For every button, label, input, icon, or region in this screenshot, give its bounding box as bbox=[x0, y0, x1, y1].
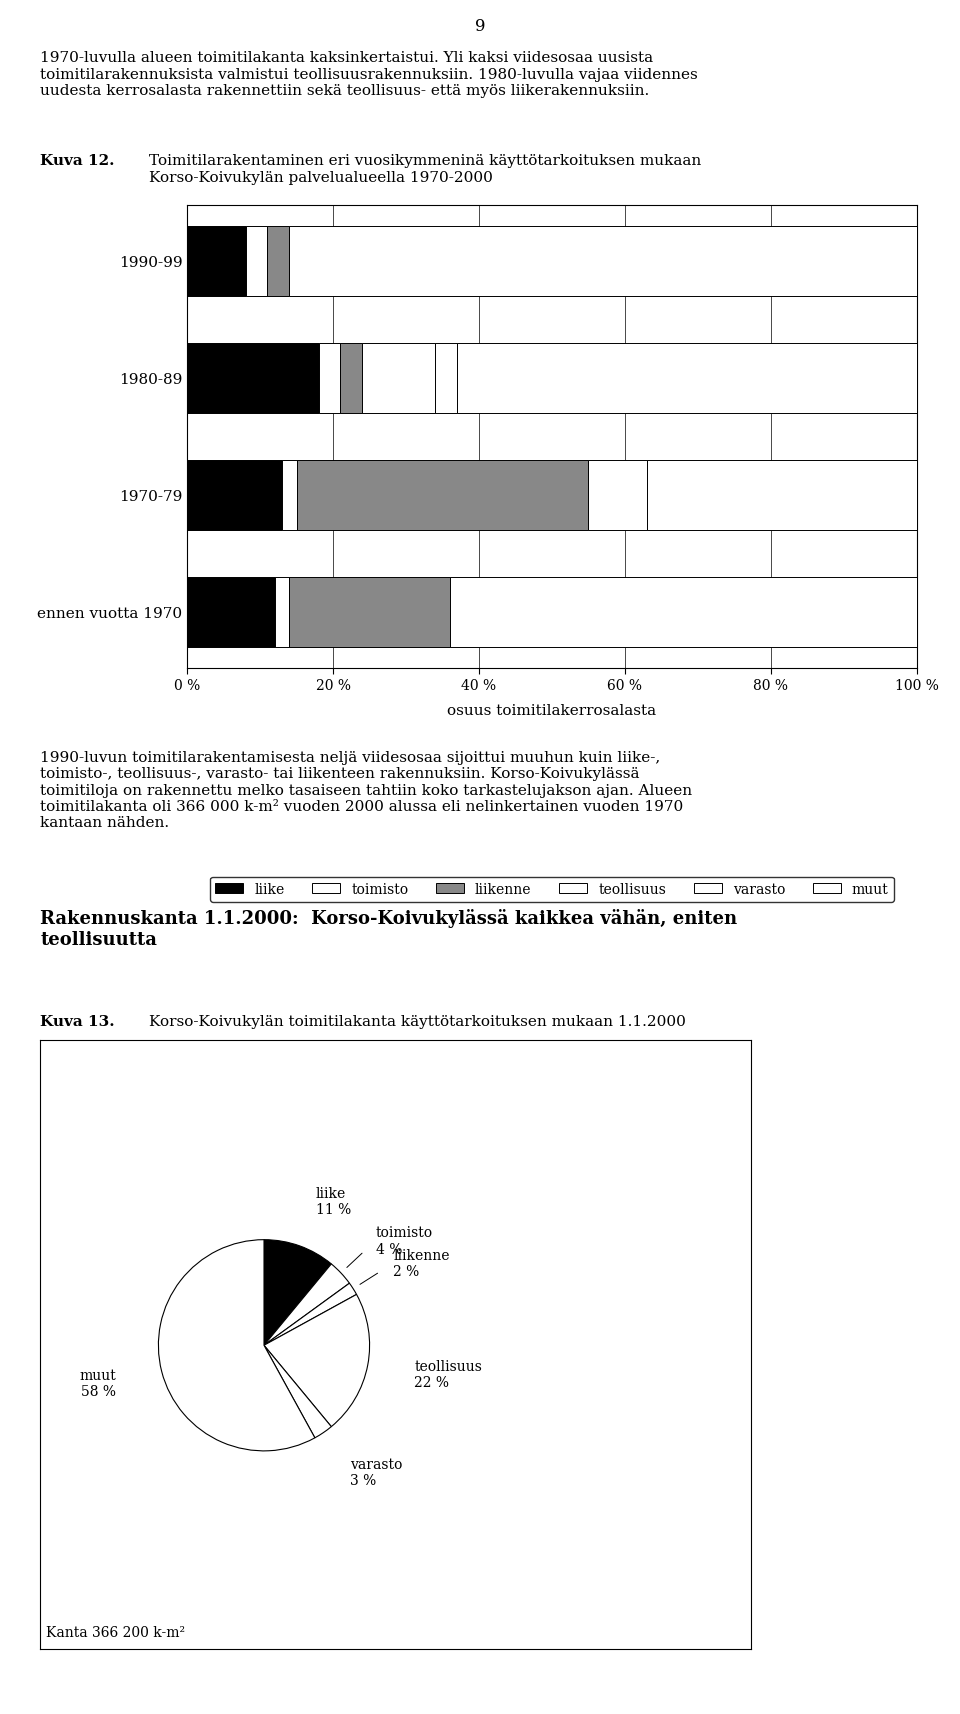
Text: Rakennuskanta 1.1.2000:  Korso-Koivukylässä kaikkea vähän, eniten
teollisuutta: Rakennuskanta 1.1.2000: Korso-Koivukyläs… bbox=[40, 908, 737, 948]
Bar bbox=[282, 461, 297, 531]
Bar bbox=[187, 226, 246, 297]
Legend: liike, toimisto, liikenne, teollisuus, varasto, muut: liike, toimisto, liikenne, teollisuus, v… bbox=[210, 878, 894, 902]
Wedge shape bbox=[264, 1345, 331, 1438]
Bar bbox=[187, 343, 319, 413]
Wedge shape bbox=[264, 1294, 370, 1426]
Bar bbox=[457, 343, 917, 413]
Bar bbox=[341, 343, 362, 413]
Bar bbox=[246, 226, 268, 297]
Bar bbox=[319, 343, 341, 413]
Bar bbox=[362, 343, 435, 413]
Bar bbox=[435, 343, 457, 413]
Bar bbox=[187, 578, 275, 648]
Text: Kuva 12.: Kuva 12. bbox=[40, 154, 115, 168]
Bar bbox=[588, 461, 647, 531]
Bar bbox=[647, 461, 917, 531]
Text: Kanta 366 200 k-m²: Kanta 366 200 k-m² bbox=[46, 1625, 185, 1639]
Text: Toimitilarakentaminen eri vuosikymmeninä käyttötarkoituksen mukaan
Korso-Koivuky: Toimitilarakentaminen eri vuosikymmeninä… bbox=[149, 154, 701, 185]
Wedge shape bbox=[264, 1265, 349, 1345]
Bar bbox=[289, 578, 450, 648]
Text: teollisuus
22 %: teollisuus 22 % bbox=[415, 1359, 482, 1390]
Text: liikenne
2 %: liikenne 2 % bbox=[394, 1248, 450, 1279]
Text: toimisto
4 %: toimisto 4 % bbox=[375, 1226, 433, 1256]
Wedge shape bbox=[264, 1284, 356, 1345]
Text: Korso-Koivukylän toimitilakanta käyttötarkoituksen mukaan 1.1.2000: Korso-Koivukylän toimitilakanta käyttöta… bbox=[149, 1015, 685, 1028]
Text: varasto
3 %: varasto 3 % bbox=[350, 1457, 402, 1488]
Bar bbox=[450, 578, 917, 648]
Bar bbox=[275, 578, 289, 648]
Wedge shape bbox=[264, 1239, 331, 1345]
Bar bbox=[289, 226, 917, 297]
Text: liike
11 %: liike 11 % bbox=[316, 1186, 351, 1217]
Text: 1970-luvulla alueen toimitilakanta kaksinkertaistui. Yli kaksi viidesosaa uusist: 1970-luvulla alueen toimitilakanta kaksi… bbox=[40, 51, 698, 98]
Bar bbox=[268, 226, 289, 297]
Text: muut
58 %: muut 58 % bbox=[79, 1368, 116, 1399]
Wedge shape bbox=[158, 1239, 315, 1452]
X-axis label: osuus toimitilakerrosalasta: osuus toimitilakerrosalasta bbox=[447, 704, 657, 718]
Bar bbox=[297, 461, 588, 531]
Text: Kuva 13.: Kuva 13. bbox=[40, 1015, 115, 1028]
Text: 1990-luvun toimitilarakentamisesta neljä viidesosaa sijoittui muuhun kuin liike-: 1990-luvun toimitilarakentamisesta neljä… bbox=[40, 751, 692, 830]
Bar bbox=[187, 461, 282, 531]
Text: 9: 9 bbox=[475, 17, 485, 34]
